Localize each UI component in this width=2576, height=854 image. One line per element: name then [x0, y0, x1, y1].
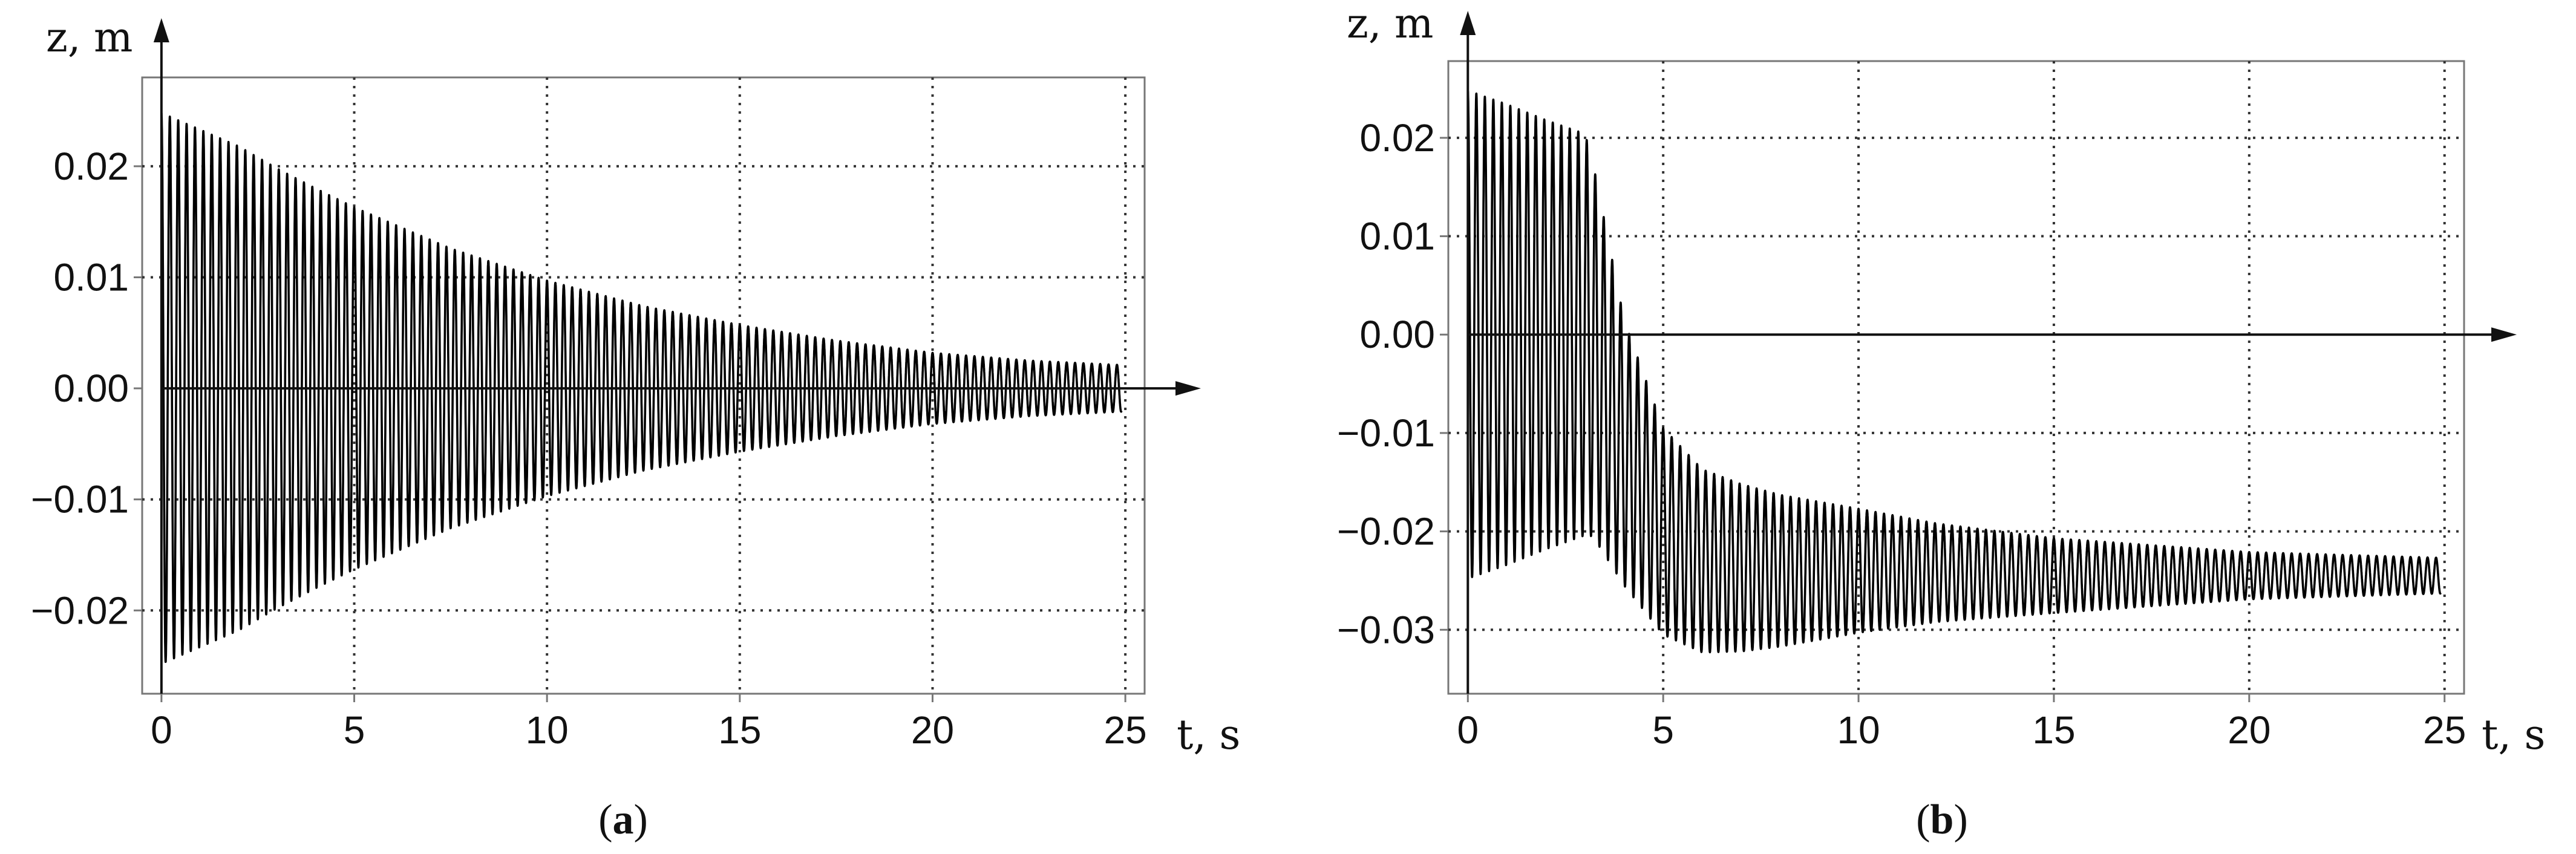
panel-a-caption: (a) [598, 797, 648, 843]
panel-b-x-tick-label: 10 [1837, 708, 1880, 752]
panel-a-y-tick-label: 0.02 [53, 145, 129, 188]
panel-a-x-tick-label: 0 [151, 708, 172, 752]
panel-b-y-axis-arrow [1460, 11, 1476, 35]
panel-a-y-tick-label: −0.02 [31, 588, 129, 632]
panel-b-y-tick-label: −0.03 [1337, 608, 1435, 651]
panel-b-y-tick-label: 0.02 [1359, 116, 1435, 160]
panel-b-x-tick-label: 15 [2032, 708, 2075, 752]
panel-b-y-tick-label: −0.01 [1337, 411, 1435, 455]
panel-a-x-tick-label: 10 [526, 708, 569, 752]
panel-b-x-axis-label: t, s [2482, 711, 2545, 759]
panel-b-x-tick-label: 25 [2423, 708, 2466, 752]
panel-a-chart: 0 5 10 15 20 25 −0.02 −0.01 0.00 0.01 0.02 z, m t, s… [31, 14, 1240, 843]
panel-a-y-tick-label: −0.01 [31, 478, 129, 521]
panel-b-y-axis-label: z, m [1347, 0, 1434, 48]
panel-a-x-tick-label: 5 [344, 708, 365, 752]
panel-a-y-tick-label: 0.01 [53, 255, 129, 299]
panel-b-x-tick-label: 5 [1652, 708, 1674, 752]
panel-b-caption: (b) [1916, 797, 1968, 843]
panel-a-x-tick-label: 25 [1104, 708, 1147, 752]
panel-b-chart: 0 5 10 15 20 25 −0.03 −0.02 −0.01 0.00 0.01 0.02 z, … [1337, 0, 2545, 843]
panel-a-y-axis-arrow [153, 18, 169, 42]
panel-a-y-tick-label: 0.00 [53, 367, 129, 410]
panel-b-x-tick-label: 0 [1457, 708, 1479, 752]
panel-a-x-tick-label: 15 [718, 708, 761, 752]
panel-b-x-axis-arrow [2491, 327, 2517, 342]
panel-a-y-axis-label: z, m [46, 14, 133, 62]
panel-b-plot-frame [1447, 60, 2465, 695]
panel-b-x-tick-label: 20 [2228, 708, 2270, 752]
panel-a-plot-frame [141, 76, 1146, 695]
panel-a-series-line [160, 112, 1123, 663]
panel-b-series-line [1466, 90, 2442, 654]
panel-a-x-axis-arrow [1175, 381, 1201, 396]
panel-b-y-tick-label: 0.01 [1359, 215, 1435, 258]
panel-a-x-axis-label: t, s [1177, 711, 1240, 759]
panel-b-y-tick-label: −0.02 [1337, 510, 1435, 553]
panel-b-y-tick-label: 0.00 [1359, 313, 1435, 356]
panel-a-x-tick-label: 20 [911, 708, 954, 752]
